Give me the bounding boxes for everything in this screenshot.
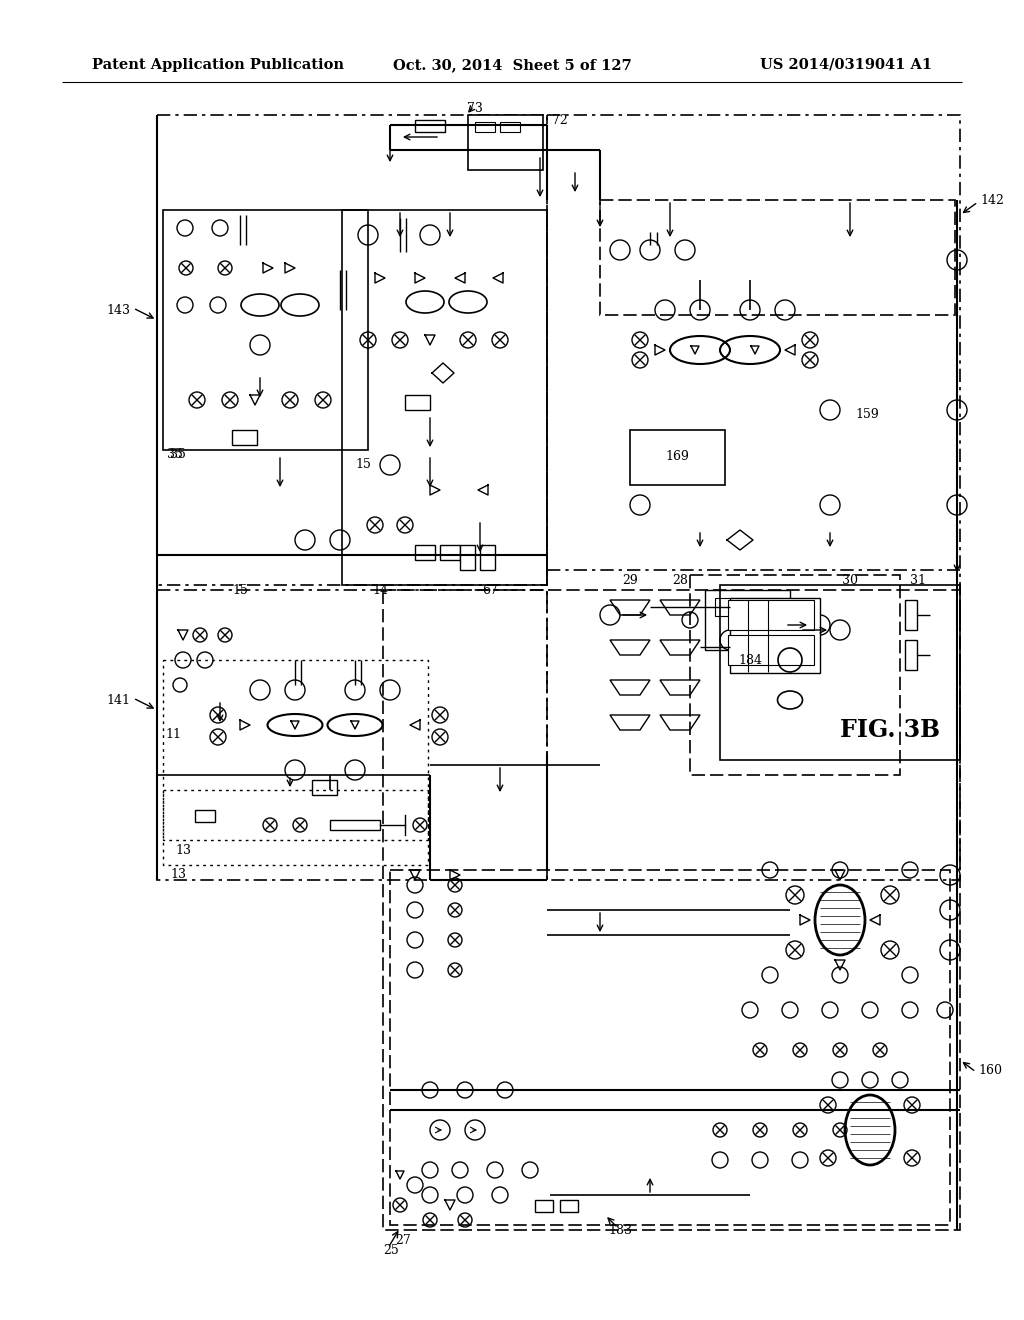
Bar [547,115,961,880]
Bar [383,590,961,1230]
Bar [460,545,475,570]
Text: 169: 169 [665,450,689,463]
Text: 13: 13 [175,843,191,857]
Text: 73: 73 [467,102,483,115]
Bar [728,635,814,665]
Bar [560,1200,578,1212]
Bar [157,590,547,880]
Text: 15: 15 [232,583,248,597]
Text: 143: 143 [106,304,130,317]
Text: 15: 15 [355,458,371,471]
Bar [163,210,368,450]
Bar [720,585,961,760]
Bar [715,598,745,616]
Bar [690,576,900,775]
Bar [630,430,725,484]
Text: 29: 29 [623,573,638,586]
Bar [440,545,460,560]
Text: Oct. 30, 2014  Sheet 5 of 127: Oct. 30, 2014 Sheet 5 of 127 [392,58,632,73]
Text: 72: 72 [552,114,568,127]
Text: 141: 141 [106,693,130,706]
Text: 30: 30 [842,573,858,586]
Bar [415,545,435,560]
Text: 27: 27 [395,1233,411,1246]
Text: 14: 14 [372,583,388,597]
Text: 142: 142 [980,194,1004,206]
Text: 183: 183 [608,1224,632,1237]
Text: 11: 11 [165,729,181,742]
Bar [905,640,918,671]
Text: 13: 13 [170,869,186,882]
Bar [163,660,428,840]
Text: 25: 25 [383,1243,398,1257]
Bar [232,430,257,445]
Text: FIG. 3B: FIG. 3B [840,718,940,742]
Bar [480,545,495,570]
Text: 184: 184 [738,653,762,667]
Text: Patent Application Publication: Patent Application Publication [92,58,344,73]
Bar [163,789,428,865]
Text: 160: 160 [978,1064,1002,1077]
Bar [705,590,790,649]
Bar [500,121,520,132]
Bar [535,1200,553,1212]
Bar [468,115,543,170]
Text: 67: 67 [482,583,498,597]
Text: 159: 159 [855,408,879,421]
Bar [730,598,820,673]
Bar [330,820,380,830]
Bar [342,210,547,585]
Text: 31: 31 [910,573,926,586]
Bar [406,395,430,411]
Bar [415,120,445,132]
Bar [195,810,215,822]
Text: 35: 35 [170,449,186,462]
Bar [728,601,814,630]
Text: 35: 35 [167,449,183,462]
Bar [157,115,547,585]
Bar [475,121,495,132]
Bar [312,780,337,795]
Bar [905,601,918,630]
Bar [390,870,950,1225]
Bar [748,598,778,616]
Bar [600,201,955,315]
Text: 28: 28 [672,573,688,586]
Text: US 2014/0319041 A1: US 2014/0319041 A1 [760,58,932,73]
